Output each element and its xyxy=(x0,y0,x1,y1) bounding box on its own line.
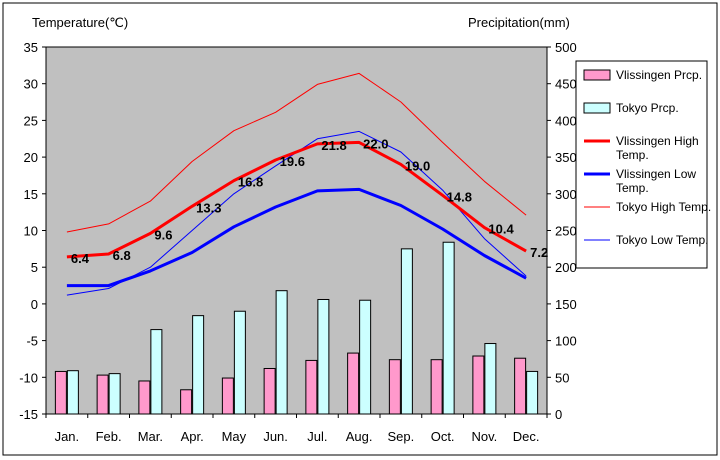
legend-swatch xyxy=(583,102,611,114)
x-tick-label: Mar. xyxy=(138,429,163,444)
x-tick-label: May xyxy=(222,429,247,444)
bar xyxy=(96,374,109,415)
bar xyxy=(484,343,497,415)
y-right-tick-label: 450 xyxy=(555,77,577,92)
y-right-tick-label: 300 xyxy=(555,187,577,202)
legend-label-cont: Temp. xyxy=(616,148,649,162)
data-label: 21.8 xyxy=(321,138,346,153)
x-tick-label: Sep. xyxy=(388,429,415,444)
legend-label: Vlissingen Prcp. xyxy=(616,68,702,82)
bar xyxy=(430,359,443,415)
y-right-tick-label: 150 xyxy=(555,297,577,312)
data-label: 7.2 xyxy=(530,245,548,260)
data-label: 6.4 xyxy=(71,251,90,266)
x-tick-label: Jan. xyxy=(55,429,80,444)
series-line xyxy=(66,72,527,233)
bar xyxy=(347,352,360,415)
plot-area: 35302520151050-5-10-15500450400350300250… xyxy=(19,40,577,444)
bar xyxy=(150,329,163,415)
y-left-tick-label: 30 xyxy=(24,77,38,92)
bar xyxy=(400,248,413,415)
bar xyxy=(180,389,193,415)
bar xyxy=(317,298,330,415)
y-right-tick-label: 350 xyxy=(555,150,577,165)
y-right-axis-title: Precipitation(mm) xyxy=(468,15,570,30)
bar xyxy=(138,380,151,415)
bar xyxy=(526,370,539,415)
bar xyxy=(514,357,527,415)
y-left-tick-label: -15 xyxy=(19,407,38,422)
x-tick-label: Nov. xyxy=(471,429,497,444)
bar xyxy=(305,359,318,415)
y-right-tick-label: 250 xyxy=(555,224,577,239)
bar xyxy=(388,359,401,415)
y-right-tick-label: 50 xyxy=(555,370,569,385)
y-right-tick-label: 200 xyxy=(555,260,577,275)
legend-label: Vlissingen Low xyxy=(616,167,696,181)
bar xyxy=(192,315,205,415)
y-right-tick-label: 0 xyxy=(555,407,562,422)
legend-label-cont: Temp. xyxy=(616,181,649,195)
y-left-tick-label: 20 xyxy=(24,150,38,165)
data-label: 19.0 xyxy=(405,158,430,173)
data-label: 16.8 xyxy=(238,175,263,190)
legend-swatch xyxy=(583,69,611,81)
x-tick-label: Feb. xyxy=(96,429,122,444)
bar xyxy=(359,299,372,415)
data-label: 6.8 xyxy=(113,248,131,263)
bar xyxy=(108,373,121,415)
bar xyxy=(472,355,485,415)
y-right-tick-label: 100 xyxy=(555,334,577,349)
x-tick-label: Dec. xyxy=(513,429,540,444)
y-left-tick-label: -10 xyxy=(19,370,38,385)
legend-label: Tokyo Low Temp. xyxy=(616,233,709,247)
plot-background xyxy=(45,46,548,415)
y-right-tick-label: 500 xyxy=(555,40,577,55)
data-label: 22.0 xyxy=(363,136,388,151)
y-left-tick-label: 35 xyxy=(24,40,38,55)
bar xyxy=(275,290,288,415)
legend-label: Tokyo Prcp. xyxy=(616,101,679,115)
y-left-tick-label: 15 xyxy=(24,187,38,202)
y-left-tick-label: 25 xyxy=(24,113,38,128)
y-left-tick-label: 10 xyxy=(24,224,38,239)
y-left-tick-label: -5 xyxy=(26,334,38,349)
y-right-tick-label: 400 xyxy=(555,113,577,128)
x-tick-label: Aug. xyxy=(346,429,373,444)
data-label: 10.4 xyxy=(488,222,514,237)
bar xyxy=(54,370,67,415)
bar xyxy=(233,310,246,415)
data-label: 19.6 xyxy=(280,154,305,169)
x-tick-label: Jun. xyxy=(263,429,288,444)
y-left-tick-label: 5 xyxy=(31,260,38,275)
bar xyxy=(263,367,276,415)
series-line xyxy=(66,140,527,259)
legend-box xyxy=(575,60,708,269)
bar xyxy=(221,377,234,415)
y-left-tick-label: 0 xyxy=(31,297,38,312)
legend-label: Tokyo High Temp. xyxy=(616,200,711,214)
bar xyxy=(66,370,79,415)
bar xyxy=(442,241,455,415)
series-line xyxy=(66,187,527,288)
data-label: 9.6 xyxy=(154,227,172,242)
x-tick-label: Jul. xyxy=(307,429,327,444)
x-tick-label: Oct. xyxy=(431,429,455,444)
x-tick-label: Apr. xyxy=(181,429,204,444)
data-label: 14.8 xyxy=(447,189,472,204)
y-left-axis-title: Temperature(℃) xyxy=(32,15,128,30)
legend-label: Vlissingen High xyxy=(616,134,699,148)
legend: Vlissingen Prcp. Tokyo Prcp. Vlissingen Hi… xyxy=(575,60,711,269)
data-label: 13.3 xyxy=(196,200,221,215)
